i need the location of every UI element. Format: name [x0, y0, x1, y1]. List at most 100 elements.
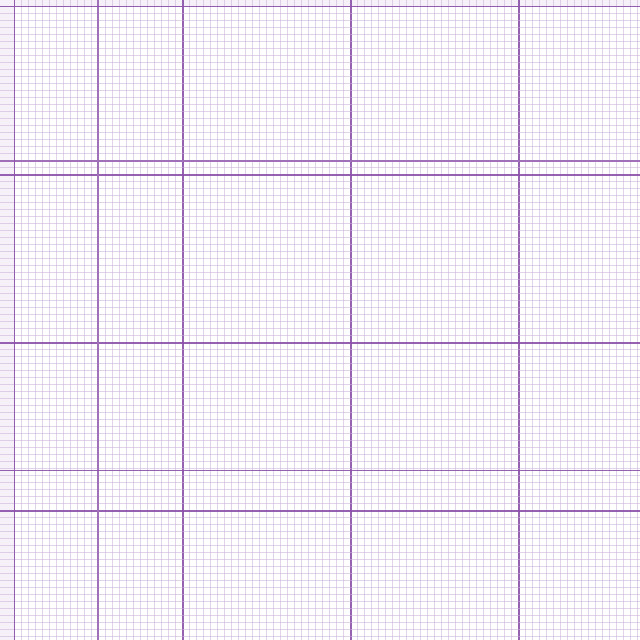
grid-vline-fine	[133, 0, 134, 640]
grid-hline-fine	[0, 286, 640, 287]
grid-vline-fine	[413, 0, 414, 640]
grid-hline-fine	[0, 146, 640, 147]
grid-hline-major	[0, 174, 640, 176]
grid-vline-fine	[301, 0, 302, 640]
grid-hline-fine	[0, 580, 640, 581]
grid-vline-fine	[336, 0, 337, 640]
grid-hline-fine	[0, 314, 640, 315]
grid-vline-fine	[322, 0, 323, 640]
grid-hline-fine	[0, 34, 640, 35]
grid-hline-fine	[0, 482, 640, 483]
grid-hline-fine	[0, 461, 640, 462]
grid-vline-fine	[399, 0, 400, 640]
grid-vline-fine	[196, 0, 197, 640]
grid-hline-fine	[0, 251, 640, 252]
grid-hline-fine	[0, 370, 640, 371]
log-graph-paper	[0, 0, 640, 640]
grid-hline-fine	[0, 356, 640, 357]
grid-vline-fine	[161, 0, 162, 640]
grid-hline-fine	[0, 636, 640, 637]
grid-vline-fine	[427, 0, 428, 640]
grid-vline-fine	[630, 0, 631, 640]
grid-hline-fine	[0, 132, 640, 133]
grid-vline-fine	[210, 0, 211, 640]
grid-vline-fine	[497, 0, 498, 640]
grid-hline-fine	[0, 300, 640, 301]
grid-vline-fine	[406, 0, 407, 640]
grid-vline-fine	[560, 0, 561, 640]
grid-hline-fine	[0, 440, 640, 441]
grid-vline-fine	[462, 0, 463, 640]
grid-hline-fine	[0, 349, 640, 350]
grid-hline-fine	[0, 622, 640, 623]
grid-hline-fine	[0, 223, 640, 224]
grid-hline-fine	[0, 426, 640, 427]
grid-vline-fine	[56, 0, 57, 640]
grid-hline-fine	[0, 496, 640, 497]
grid-vline-fine	[357, 0, 358, 640]
grid-vline-fine	[259, 0, 260, 640]
grid-vline-fine	[35, 0, 36, 640]
grid-hline-fine	[0, 195, 640, 196]
grid-hline-fine	[0, 545, 640, 546]
grid-hline-fine	[0, 475, 640, 476]
grid-vline-fine	[21, 0, 22, 640]
grid-vline-fine	[147, 0, 148, 640]
grid-hline-fine	[0, 272, 640, 273]
grid-vline-fine	[588, 0, 589, 640]
grid-hline-fine	[0, 573, 640, 574]
grid-vline-fine	[602, 0, 603, 640]
grid-vline-fine	[511, 0, 512, 640]
grid-vline-fine	[126, 0, 127, 640]
grid-vline-fine	[581, 0, 582, 640]
grid-vline-fine	[567, 0, 568, 640]
grid-vline-fine	[105, 0, 106, 640]
grid-hline-major	[0, 342, 640, 344]
margin-hline-secondary	[0, 470, 640, 471]
grid-hline-fine	[0, 503, 640, 504]
grid-hline-fine	[0, 97, 640, 98]
grid-vline-fine	[378, 0, 379, 640]
grid-hline-fine	[0, 412, 640, 413]
grid-hline-fine	[0, 601, 640, 602]
grid-hline-fine	[0, 398, 640, 399]
grid-hline-fine	[0, 90, 640, 91]
grid-hline-fine	[0, 258, 640, 259]
grid-vline-fine	[91, 0, 92, 640]
grid-vline-fine	[189, 0, 190, 640]
grid-vline-fine	[231, 0, 232, 640]
grid-hline-fine	[0, 20, 640, 21]
grid-hline-fine	[0, 531, 640, 532]
grid-hline-fine	[0, 118, 640, 119]
grid-hline-fine	[0, 76, 640, 77]
grid-hline-fine	[0, 167, 640, 168]
grid-hline-fine	[0, 489, 640, 490]
left-margin-band	[0, 0, 14, 640]
grid-hline-fine	[0, 552, 640, 553]
grid-vline-fine	[308, 0, 309, 640]
grid-vline-fine	[217, 0, 218, 640]
grid-vline-major	[350, 0, 352, 640]
grid-vline-fine	[637, 0, 638, 640]
grid-hline-fine	[0, 615, 640, 616]
grid-vline-fine	[119, 0, 120, 640]
grid-hline-fine	[0, 279, 640, 280]
grid-hline-fine	[0, 13, 640, 14]
margin-vline	[97, 0, 99, 640]
grid-hline-fine	[0, 566, 640, 567]
grid-vline-fine	[574, 0, 575, 640]
grid-hline-fine	[0, 139, 640, 140]
grid-vline-fine	[392, 0, 393, 640]
grid-vline-fine	[315, 0, 316, 640]
grid-hline-fine	[0, 55, 640, 56]
grid-vline-fine	[42, 0, 43, 640]
grid-vline-fine	[595, 0, 596, 640]
grid-vline-fine	[112, 0, 113, 640]
grid-hline-fine	[0, 104, 640, 105]
grid-hline-fine	[0, 335, 640, 336]
grid-hline-fine	[0, 391, 640, 392]
grid-hline-fine	[0, 111, 640, 112]
grid-hline-fine	[0, 377, 640, 378]
grid-hline-fine	[0, 384, 640, 385]
grid-vline-fine	[203, 0, 204, 640]
